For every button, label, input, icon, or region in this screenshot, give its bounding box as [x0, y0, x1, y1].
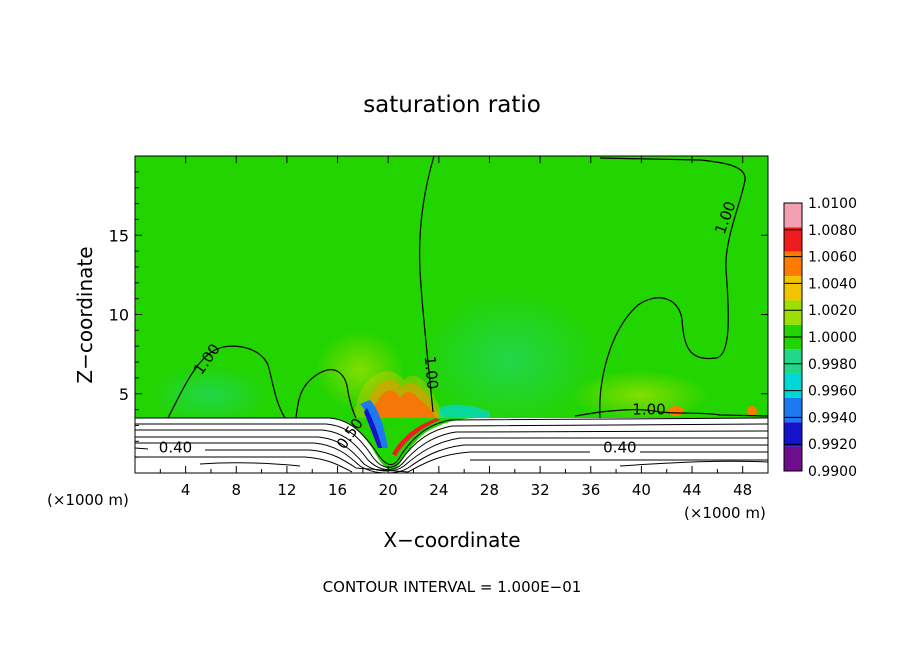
colorbar-swatch [784, 300, 802, 325]
colorbar-label: 1.0000 [808, 330, 857, 346]
colorbar-label: 0.9900 [808, 464, 857, 480]
colorbar-swatch [784, 373, 802, 398]
contour-label: 0.40 [603, 438, 636, 456]
x-tick-label: 48 [733, 481, 752, 499]
colorbar-label: 1.0060 [808, 250, 857, 266]
field-cool-zone [150, 365, 270, 425]
x-tick-label: 36 [581, 481, 600, 499]
field-red-edge [392, 418, 440, 456]
footer-contour-interval: CONTOUR INTERVAL = 1.000E−01 [323, 578, 582, 596]
colorbar-swatch [784, 251, 802, 277]
field-layer [135, 156, 768, 473]
x-tick-label: 24 [429, 481, 448, 499]
contour-line-1-00 [295, 369, 357, 419]
colorbar-swatch [784, 227, 802, 252]
x-tick-label: 32 [531, 481, 550, 499]
x-tick-label: 20 [379, 481, 398, 499]
field-cool-zone [420, 290, 600, 430]
contour-line-1-00 [419, 156, 435, 413]
field-cyan-patch [440, 404, 490, 418]
colorbar-label: 0.9940 [808, 410, 857, 426]
colorbar-label: 1.0100 [808, 196, 857, 212]
colorbar-label: 0.9960 [808, 384, 857, 400]
x-tick-label: 4 [181, 481, 191, 499]
field-hot-spot [747, 406, 757, 416]
colorbar-swatch [784, 422, 802, 447]
x-unit-left: (×1000 m) [47, 491, 129, 509]
field-hot-spot [668, 406, 684, 416]
colorbar: 1.0100 1.0080 1.0060 1.0040 1.0020 1.0000 0.99… [783, 196, 857, 480]
contour-line-1-00 [599, 157, 746, 419]
field-orange-plume [365, 380, 440, 418]
contour-line-1-00 [167, 345, 286, 419]
x-tick-label: 28 [480, 481, 499, 499]
colorbar-swatch [784, 203, 802, 228]
x-unit-right: (×1000 m) [684, 504, 766, 522]
colorbar-label: 0.9980 [808, 357, 857, 373]
colorbar-label: 1.0020 [808, 303, 857, 319]
y-tick-label: 15 [109, 226, 129, 245]
colorbar-swatch [784, 276, 802, 301]
colorbar-swatch [784, 397, 802, 423]
y-tick-label: 10 [109, 306, 129, 325]
y-tick-label: 5 [119, 385, 129, 404]
contour-label: 1.00 [421, 355, 442, 390]
colorbar-swatch [784, 446, 802, 471]
field-yellow-plume [355, 371, 444, 418]
x-tick-label: 16 [328, 481, 347, 499]
contour-line-1-00 [574, 409, 768, 417]
colorbar-swatch [784, 349, 802, 374]
x-tick-label: 44 [682, 481, 701, 499]
contour-label: 1.00 [632, 400, 665, 418]
y-axis-label: Z−coordinate [73, 246, 97, 383]
field-navy-trough [364, 408, 382, 448]
x-tick-label: 40 [632, 481, 651, 499]
colorbar-label: 1.0080 [808, 223, 857, 239]
colorbar-label: 0.9920 [808, 437, 857, 453]
x-axis-label: X−coordinate [383, 528, 520, 552]
x-tick-label: 12 [277, 481, 296, 499]
chart-title: saturation ratio [363, 92, 541, 118]
x-tick-label: 8 [232, 481, 242, 499]
contour-label: 0.40 [159, 438, 192, 456]
colorbar-label: 1.0040 [808, 276, 857, 292]
x-axis: 4 8 12 16 20 24 28 32 36 40 44 48 [159, 156, 752, 499]
y-axis: 5 10 15 [109, 171, 768, 458]
